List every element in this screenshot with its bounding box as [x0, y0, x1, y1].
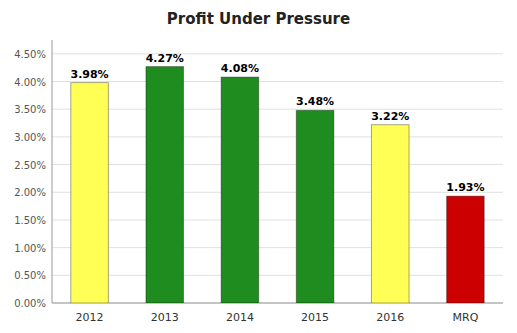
- chart-container: Profit Under Pressure 0.00% 0.50% 1.00% 1.50…: [0, 0, 517, 333]
- grid-line: [52, 219, 503, 220]
- grid-line: [52, 164, 503, 165]
- y-tick-label: 1.50%: [14, 215, 46, 226]
- bar: [296, 110, 334, 303]
- bar: [371, 125, 409, 303]
- grid-line: [52, 192, 503, 193]
- bar: [221, 77, 259, 303]
- grid-line: [52, 275, 503, 276]
- y-tick-label: 3.50%: [14, 104, 46, 115]
- grid-line: [52, 303, 503, 304]
- data-label: 1.93%: [446, 181, 484, 194]
- data-label: 3.48%: [296, 95, 334, 108]
- grid-line: [52, 81, 503, 82]
- bar: [447, 196, 485, 303]
- bar: [71, 83, 109, 303]
- y-tick-label: 0.00%: [14, 298, 46, 309]
- grid-line: [52, 136, 503, 137]
- y-tick-label: 4.00%: [14, 77, 46, 88]
- bar: [146, 67, 184, 303]
- y-axis-line: [52, 40, 53, 303]
- y-tick-label: 1.00%: [14, 243, 46, 254]
- grid-line: [52, 247, 503, 248]
- grid-line: [52, 53, 503, 54]
- data-label: 4.08%: [221, 62, 259, 75]
- bars: [71, 67, 484, 303]
- grid-line: [52, 109, 503, 110]
- title: Profit Under Pressure: [167, 10, 350, 28]
- y-tick-label: 4.50%: [14, 49, 46, 60]
- x-tick-label: 2014: [226, 311, 254, 324]
- x-tick-label: MRQ: [453, 311, 479, 324]
- x-tick-label: 2012: [76, 311, 104, 324]
- grid: [52, 54, 503, 303]
- data-label: 4.27%: [146, 52, 184, 65]
- y-tick-label: 2.50%: [14, 160, 46, 171]
- chart: Profit Under Pressure 0.00% 0.50% 1.00% 1.50…: [0, 0, 517, 333]
- data-label: 3.22%: [371, 110, 409, 123]
- x-tick-label: 2016: [376, 311, 404, 324]
- y-tick-label: 0.50%: [14, 270, 46, 281]
- y-tick-label: 3.00%: [14, 132, 46, 143]
- x-tick-label: 2013: [151, 311, 179, 324]
- x-axis-line: [52, 303, 503, 304]
- data-label: 3.98%: [70, 68, 108, 81]
- x-tick-label: 2015: [301, 311, 329, 324]
- y-tick-label: 2.00%: [14, 187, 46, 198]
